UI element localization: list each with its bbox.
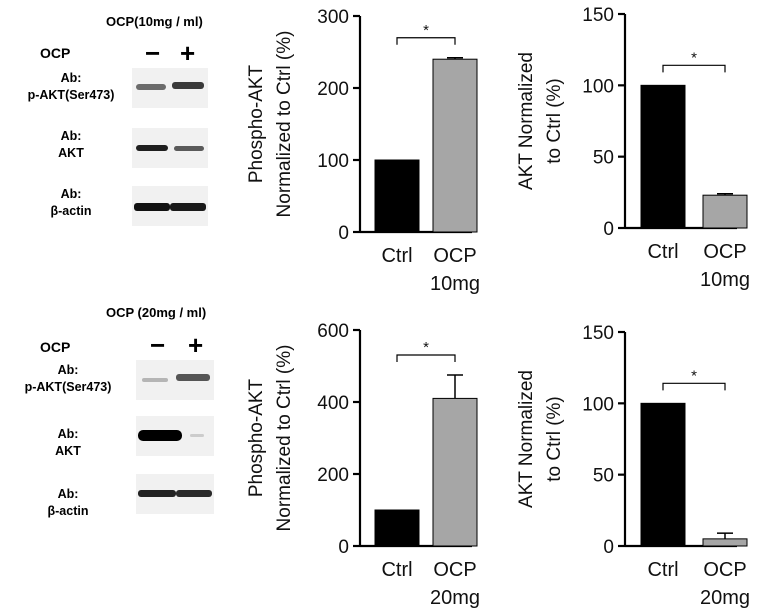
x-tick-label: OCP bbox=[433, 559, 476, 581]
y-tick-label: 150 bbox=[582, 323, 614, 344]
blot-strip-pakt bbox=[136, 360, 214, 400]
blot-strip-pakt bbox=[132, 68, 208, 108]
minus-sign: − bbox=[150, 330, 166, 360]
y-tick-label: 0 bbox=[338, 537, 349, 558]
significance-marker: * bbox=[423, 339, 429, 356]
chart-phospho-akt-10mg: 0 100 200 300 Phospho-AKT Normalized to Ctrl … bbox=[246, 7, 480, 295]
blot-strip-akt bbox=[136, 416, 214, 456]
antibody-label-actin: Ab: β-actin bbox=[50, 187, 92, 218]
bar bbox=[640, 84, 686, 229]
y-axis-label: Phospho-AKT bbox=[246, 378, 267, 497]
band-ctrl bbox=[138, 430, 182, 441]
antibody-label-akt: Ab: AKT bbox=[55, 427, 81, 458]
y-axis-label: AKT Normalized bbox=[516, 52, 537, 190]
significance-bracket bbox=[662, 382, 726, 391]
antibody-label-pakt: Ab: p-AKT(Ser473) bbox=[24, 363, 112, 394]
y-tick-label: 400 bbox=[317, 393, 349, 414]
band-ocp bbox=[170, 203, 206, 211]
x-tick-label: OCP bbox=[433, 245, 476, 267]
band-ctrl bbox=[136, 84, 166, 90]
y-axis-label: Phospho-AKT bbox=[246, 64, 267, 183]
bar bbox=[374, 509, 420, 547]
chart-phospho-akt-20mg: 0 200 400 600 Phospho-AKT Normalized to Ctrl … bbox=[246, 321, 480, 609]
x-tick-label: Ctrl bbox=[647, 241, 678, 263]
y-axis-label: Normalized to Ctrl (%) bbox=[274, 31, 295, 218]
bar bbox=[702, 538, 748, 547]
blot-title: OCP(10mg / ml) bbox=[106, 14, 203, 29]
significance-marker: * bbox=[691, 49, 697, 66]
y-tick-label: 0 bbox=[338, 223, 349, 244]
band-ocp bbox=[176, 374, 210, 381]
antibody-label-akt: Ab: AKT bbox=[58, 129, 84, 160]
x-tick-label: Ctrl bbox=[647, 559, 678, 581]
blot-panel-10mg: OCP(10mg / ml) OCP − + Ab: p-AKT(Ser473) … bbox=[0, 0, 250, 260]
band-ocp bbox=[174, 146, 204, 151]
band-ctrl bbox=[142, 378, 168, 382]
blot-title: OCP (20mg / ml) bbox=[106, 305, 207, 320]
x-tick-label: Ctrl bbox=[381, 245, 412, 267]
bar bbox=[640, 402, 686, 547]
band-ocp bbox=[176, 490, 212, 497]
y-tick-label: 100 bbox=[582, 394, 614, 415]
bar bbox=[432, 397, 478, 547]
minus-sign: − bbox=[145, 38, 161, 68]
x-tick-label: 10mg bbox=[430, 273, 480, 295]
significance-bracket bbox=[662, 64, 726, 73]
y-axis-label: AKT Normalized bbox=[516, 370, 537, 508]
x-tick-label: 20mg bbox=[430, 587, 480, 609]
x-tick-label: 10mg bbox=[700, 269, 750, 291]
blot-panel-20mg: OCP (20mg / ml) OCP − + Ab: p-AKT(Ser473)… bbox=[0, 302, 250, 562]
significance-bracket bbox=[396, 354, 456, 362]
y-tick-label: 200 bbox=[317, 79, 349, 100]
chart-akt-10mg: 0 50 100 150 AKT Normalized to Ctrl (%) Ctrl OC… bbox=[516, 5, 750, 291]
x-tick-label: OCP bbox=[703, 559, 746, 581]
significance-marker: * bbox=[423, 22, 429, 39]
treatment-label: OCP bbox=[40, 339, 71, 355]
antibody-label-pakt: Ab: p-AKT(Ser473) bbox=[27, 71, 115, 102]
y-tick-label: 50 bbox=[593, 148, 614, 169]
antibody-label-actin: Ab: β-actin bbox=[47, 487, 89, 518]
x-tick-label: Ctrl bbox=[381, 559, 412, 581]
band-ctrl bbox=[136, 145, 168, 151]
band-ocp bbox=[172, 82, 204, 89]
band-ocp bbox=[190, 434, 204, 437]
treatment-label: OCP bbox=[40, 45, 71, 61]
plus-sign: + bbox=[188, 330, 204, 360]
plus-sign: + bbox=[180, 38, 196, 68]
blot-strip-actin bbox=[132, 186, 208, 226]
chart-akt-20mg: 0 50 100 150 AKT Normalized to Ctrl (%) Ctrl OC… bbox=[516, 323, 750, 609]
blot-strip-actin bbox=[136, 474, 214, 514]
band-ctrl bbox=[134, 203, 170, 211]
bar bbox=[374, 159, 420, 233]
significance-bracket bbox=[396, 37, 456, 45]
y-tick-label: 100 bbox=[582, 76, 614, 97]
x-tick-label: OCP bbox=[703, 241, 746, 263]
y-tick-label: 200 bbox=[317, 465, 349, 486]
y-tick-label: 0 bbox=[603, 219, 614, 240]
y-tick-label: 100 bbox=[317, 151, 349, 172]
y-tick-label: 0 bbox=[603, 537, 614, 558]
y-axis-label: to Ctrl (%) bbox=[544, 78, 565, 164]
significance-marker: * bbox=[691, 367, 697, 384]
bar bbox=[432, 58, 478, 233]
band-ctrl bbox=[138, 490, 176, 497]
y-tick-label: 600 bbox=[317, 321, 349, 342]
y-axis-label: Normalized to Ctrl (%) bbox=[274, 345, 295, 532]
y-tick-label: 50 bbox=[593, 466, 614, 487]
blot-strip-akt bbox=[132, 128, 208, 168]
x-tick-label: 20mg bbox=[700, 587, 750, 609]
y-tick-label: 150 bbox=[582, 5, 614, 26]
y-axis-label: to Ctrl (%) bbox=[544, 396, 565, 482]
y-tick-label: 300 bbox=[317, 7, 349, 28]
bar bbox=[702, 194, 748, 229]
